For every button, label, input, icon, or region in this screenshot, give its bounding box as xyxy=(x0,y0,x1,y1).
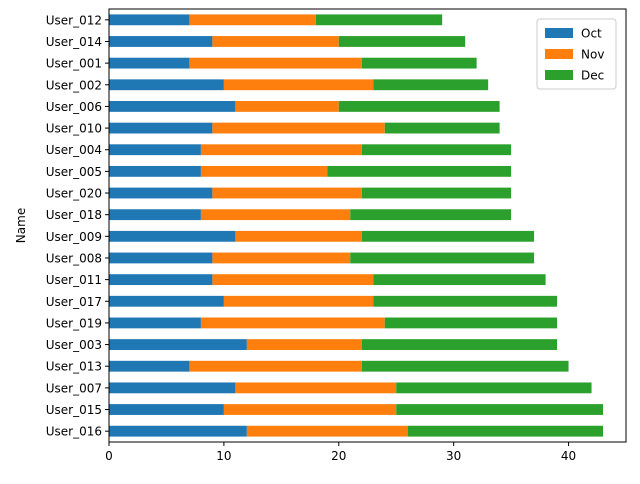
y-tick-label: User_019 xyxy=(46,316,102,330)
legend: Oct Nov Dec xyxy=(536,18,617,90)
x-tick-label: 10 xyxy=(216,449,231,463)
bar-dec-user_006 xyxy=(338,101,500,112)
bars-group xyxy=(109,14,604,437)
bar-dec-user_002 xyxy=(373,79,489,91)
bar-nov-user_006 xyxy=(235,101,339,112)
bar-oct-user_014 xyxy=(109,36,213,47)
bar-dec-user_018 xyxy=(350,209,512,221)
bar-dec-user_019 xyxy=(384,317,558,329)
y-tick-label: User_014 xyxy=(46,35,102,49)
y-tick-label: User_004 xyxy=(46,143,102,157)
bar-dec-user_020 xyxy=(361,187,512,199)
bar-nov-user_003 xyxy=(246,339,362,350)
y-tick-label: User_020 xyxy=(46,187,102,201)
bar-oct-user_012 xyxy=(109,14,190,26)
x-tick-label: 20 xyxy=(331,449,346,463)
bar-dec-user_009 xyxy=(361,230,535,242)
y-tick-label: User_003 xyxy=(46,338,102,352)
bar-nov-user_016 xyxy=(246,425,408,437)
y-axis-label: Name xyxy=(14,208,28,243)
legend-swatch-dec xyxy=(545,70,573,80)
bar-nov-user_018 xyxy=(200,209,351,221)
bar-dec-user_005 xyxy=(327,165,512,177)
bar-oct-user_013 xyxy=(109,360,190,372)
bar-dec-user_017 xyxy=(373,295,558,307)
bar-oct-user_006 xyxy=(109,101,236,112)
y-tick-label: User_002 xyxy=(46,78,102,92)
y-axis-ticks: User_012 User_014 User_001 User_002 User_006… xyxy=(46,13,109,439)
bar-oct-user_003 xyxy=(109,339,247,350)
bar-nov-user_007 xyxy=(235,382,397,394)
bar-nov-user_002 xyxy=(223,79,374,91)
bar-dec-user_003 xyxy=(361,339,558,350)
y-tick-label: User_001 xyxy=(46,57,102,71)
bar-nov-user_010 xyxy=(212,122,385,134)
bar-oct-user_017 xyxy=(109,295,224,307)
y-tick-label: User_007 xyxy=(46,381,102,395)
bar-oct-user_018 xyxy=(109,209,201,221)
bar-nov-user_019 xyxy=(200,317,385,329)
bar-nov-user_011 xyxy=(212,274,374,286)
legend-label-dec: Dec xyxy=(581,69,604,83)
bar-nov-user_012 xyxy=(189,14,316,26)
bar-oct-user_019 xyxy=(109,317,201,329)
bar-oct-user_009 xyxy=(109,230,236,242)
bar-oct-user_008 xyxy=(109,252,213,264)
y-tick-label: User_010 xyxy=(46,122,102,136)
y-tick-label: User_008 xyxy=(46,251,102,265)
axes-frame xyxy=(108,8,627,443)
bar-nov-user_015 xyxy=(223,404,397,415)
y-tick-label: User_015 xyxy=(46,403,102,417)
bar-dec-user_015 xyxy=(396,404,604,415)
bar-nov-user_009 xyxy=(235,230,362,242)
y-tick-label: User_012 xyxy=(46,13,102,27)
bar-oct-user_010 xyxy=(109,122,213,134)
bar-nov-user_005 xyxy=(200,165,328,177)
bar-dec-user_008 xyxy=(350,252,535,264)
bar-dec-user_014 xyxy=(338,36,466,47)
bar-nov-user_004 xyxy=(200,144,362,156)
y-tick-label: User_018 xyxy=(46,208,102,222)
bar-dec-user_011 xyxy=(373,274,546,286)
bar-oct-user_001 xyxy=(109,57,190,69)
bar-nov-user_013 xyxy=(189,360,362,372)
bar-nov-user_014 xyxy=(212,36,339,47)
legend-swatch-oct xyxy=(545,28,573,38)
bar-oct-user_004 xyxy=(109,144,201,156)
bar-dec-user_001 xyxy=(361,57,477,69)
y-tick-label: User_011 xyxy=(46,273,102,287)
bar-dec-user_012 xyxy=(315,14,443,26)
bar-oct-user_016 xyxy=(109,425,247,437)
bar-nov-user_017 xyxy=(223,295,374,307)
legend-label-nov: Nov xyxy=(581,48,604,62)
y-tick-label: User_006 xyxy=(46,100,102,114)
bar-oct-user_020 xyxy=(109,187,213,199)
y-tick-label: User_005 xyxy=(46,165,102,179)
x-tick-label: 40 xyxy=(561,449,576,463)
bar-oct-user_011 xyxy=(109,274,213,286)
x-tick-label: 0 xyxy=(105,449,113,463)
bar-dec-user_010 xyxy=(384,122,500,134)
bar-dec-user_016 xyxy=(407,425,604,437)
bar-dec-user_013 xyxy=(361,360,569,372)
y-tick-label: User_017 xyxy=(46,295,102,309)
bar-oct-user_015 xyxy=(109,404,224,415)
legend-swatch-nov xyxy=(545,49,573,59)
y-tick-label: User_016 xyxy=(46,425,102,439)
bar-nov-user_020 xyxy=(212,187,362,199)
y-tick-label: User_009 xyxy=(46,230,102,244)
bar-oct-user_007 xyxy=(109,382,236,394)
bar-dec-user_004 xyxy=(361,144,512,156)
bar-dec-user_007 xyxy=(396,382,592,394)
bar-nov-user_008 xyxy=(212,252,351,264)
y-tick-label: User_013 xyxy=(46,360,102,374)
x-tick-label: 30 xyxy=(446,449,461,463)
bar-oct-user_002 xyxy=(109,79,224,91)
bar-oct-user_005 xyxy=(109,165,201,177)
legend-label-oct: Oct xyxy=(581,27,602,41)
bar-nov-user_001 xyxy=(189,57,362,69)
x-axis-ticks: 0 10 20 30 40 xyxy=(105,442,576,463)
